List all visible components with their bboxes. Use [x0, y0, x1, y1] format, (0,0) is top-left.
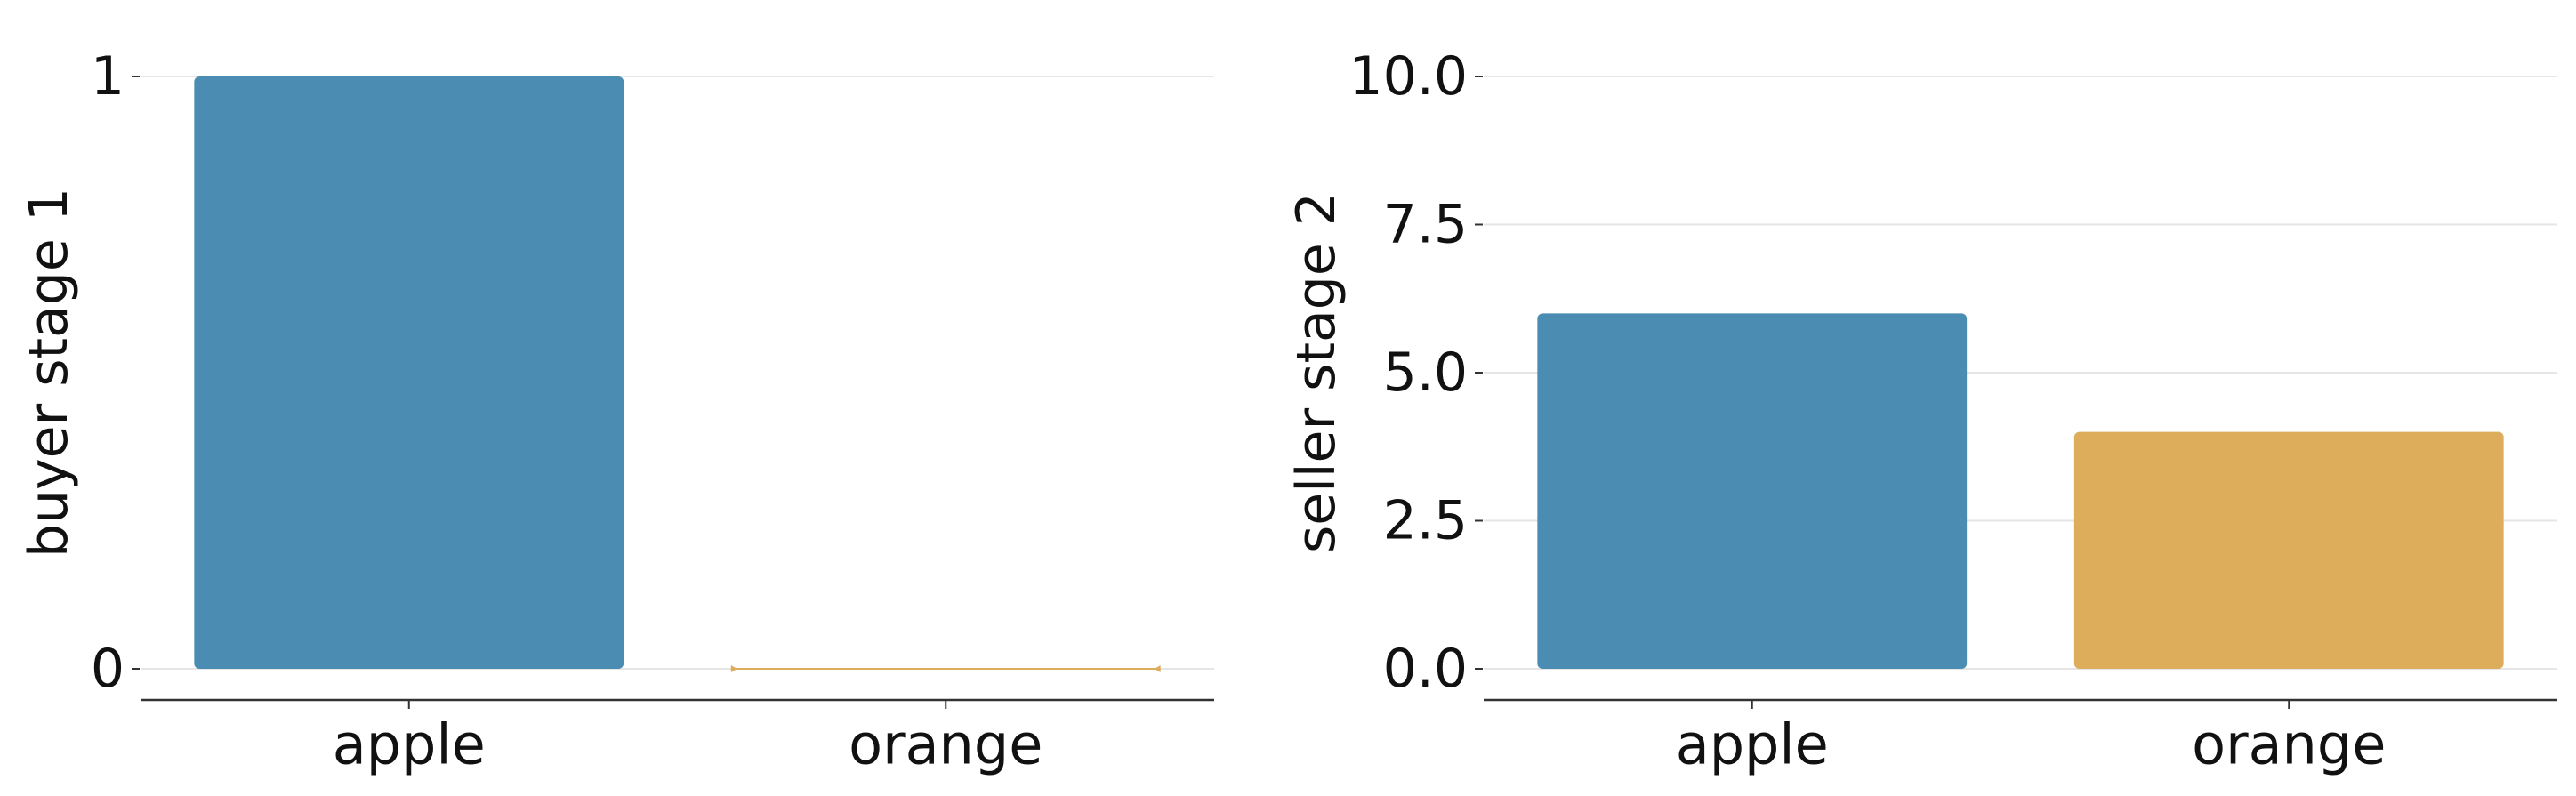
y-tick-label: 0: [91, 638, 125, 700]
y-tick-label: 2.5: [1383, 490, 1468, 552]
x-tick-label: orange: [849, 712, 1042, 777]
bar-apple: [1537, 313, 1968, 669]
chart-buyer-stage-1: 0 1 apple orange buyer stage 1: [18, 45, 1214, 777]
y-axis-label: seller stage 2: [1285, 192, 1348, 553]
x-tick-label: apple: [333, 712, 486, 777]
bar-apple: [194, 76, 624, 669]
y-tick-label: 5.0: [1383, 342, 1468, 404]
y-tick-label: 1: [91, 45, 125, 108]
chart-seller-stage-2: 0.0 2.5 5.0 7.5 10.0 apple orange seller stage …: [1285, 45, 2557, 777]
x-tick-label: apple: [1676, 712, 1829, 777]
y-tick-label: 10.0: [1348, 45, 1468, 108]
bar-orange: [2073, 431, 2504, 669]
bar-orange-cap-end: [1154, 665, 1161, 672]
y-axis-label: buyer stage 1: [18, 188, 80, 558]
bar-orange-cap-start: [730, 665, 737, 672]
y-tick-label: 7.5: [1383, 194, 1468, 256]
y-tick-label: 0.0: [1383, 638, 1468, 700]
x-tick-label: orange: [2192, 712, 2386, 777]
